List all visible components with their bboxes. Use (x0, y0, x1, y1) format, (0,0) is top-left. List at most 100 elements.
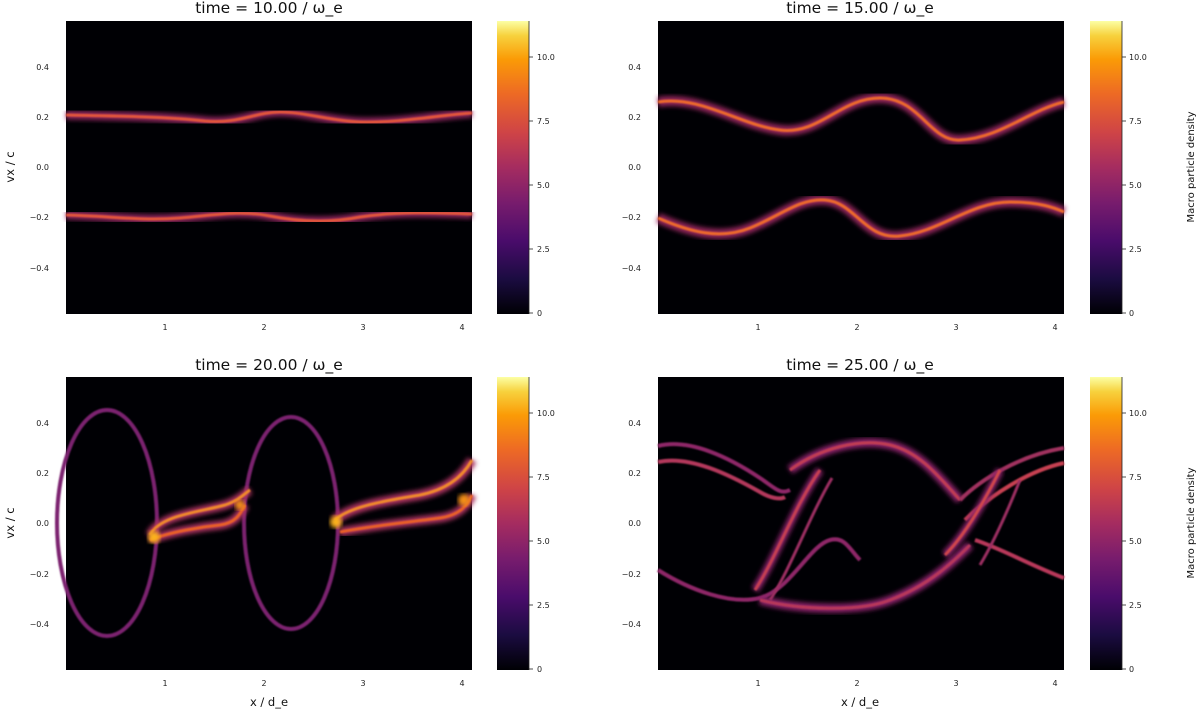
panel-1-ytick-4: −0.4 (30, 264, 49, 273)
panel-1-ytick-3: −0.2 (30, 213, 49, 222)
panel-4-xtick-3: 4 (1052, 679, 1057, 688)
panel-4-y-ticks: 0.4 0.2 0.0 −0.2 −0.4 (622, 419, 641, 629)
panel-1-xtick-1: 2 (261, 323, 266, 332)
panel-3-ytick-0: 0.4 (36, 419, 49, 428)
panel-4-x-ticks: 1 2 3 4 (755, 679, 1057, 688)
panel-3-colorbar: 10.0 7.5 5.0 2.5 0 (497, 377, 555, 674)
panel-4-ytick-4: −0.4 (622, 620, 641, 629)
panel-4-beam-lower-a (656, 537, 862, 602)
panel-2-cbtick-1: 7.5 (1129, 117, 1142, 126)
panel-4: time = 25.00 / ω_e 0.4 0.2 0.0 −0.2 − (622, 356, 1197, 709)
panel-3-x-ticks: 1 2 3 4 (162, 679, 464, 688)
panel-4-xtick-1: 2 (854, 679, 859, 688)
panel-3-cbtick-4: 0 (537, 665, 542, 674)
panel-1-colorbar-gradient (497, 21, 529, 314)
panel-2-ytick-0: 0.4 (628, 63, 641, 72)
panel-2-cbtick-4: 0 (1129, 309, 1134, 318)
panel-3-ytick-2: 0.0 (36, 519, 49, 528)
panel-2-ytick-1: 0.2 (628, 113, 641, 122)
panel-4-filament-3 (943, 469, 1002, 557)
panel-2-xtick-0: 1 (755, 323, 760, 332)
panel-3-cbtick-3: 2.5 (537, 601, 550, 610)
panel-2-beam-lower (657, 198, 1065, 238)
panel-3-y-ticks: 0.4 0.2 0.0 −0.2 −0.4 (30, 419, 49, 629)
panel-4-ytick-3: −0.2 (622, 570, 641, 579)
panel-4-beam-upper-a (657, 442, 791, 494)
panel-2-ytick-3: −0.2 (622, 213, 641, 222)
panel-1-plot-area (66, 21, 472, 314)
panel-2-cbtick-0: 10.0 (1129, 53, 1147, 62)
panel-2-colorbar-label: Macro particle density (1186, 111, 1197, 222)
panel-3-trapped-upper (148, 488, 251, 536)
panel-4-cbtick-1: 7.5 (1129, 473, 1142, 482)
panel-1-xtick-0: 1 (162, 323, 167, 332)
panel-1-cbtick-0: 10.0 (537, 53, 555, 62)
panel-3-ytick-1: 0.2 (36, 469, 49, 478)
panel-2-xtick-1: 2 (854, 323, 859, 332)
panel-3-ytick-4: −0.4 (30, 620, 49, 629)
panel-4-colorbar-label: Macro particle density (1186, 467, 1197, 578)
panel-2-colorbar: 10.0 7.5 5.0 2.5 0 (1090, 21, 1147, 318)
panel-4-filament-1 (753, 469, 822, 591)
panel-3: time = 20.00 / ω_e 0.4 0.2 0.0 −0.2 −0.4 (3, 356, 555, 709)
panel-1-cbtick-3: 2.5 (537, 245, 550, 254)
panel-1-xtick-2: 3 (360, 323, 365, 332)
panel-1-cbtick-1: 7.5 (537, 117, 550, 126)
panel-3-xlabel: x / d_e (250, 695, 288, 709)
panel-3-ylabel: vx / c (3, 507, 17, 538)
panel-2-ytick-4: −0.4 (622, 264, 641, 273)
panel-4-colorbar-gradient (1090, 377, 1122, 670)
panel-3-xtick-2: 3 (360, 679, 365, 688)
panel-4-xtick-0: 1 (755, 679, 760, 688)
panel-3-cbtick-2: 5.0 (537, 537, 550, 546)
panel-4-beam-right-upper (958, 446, 1065, 502)
panel-3-cbtick-0: 10.0 (537, 409, 555, 418)
panel-1-y-ticks: 0.4 0.2 0.0 −0.2 −0.4 (30, 63, 49, 273)
panel-4-cbtick-4: 0 (1129, 665, 1134, 674)
panel-1-ytick-0: 0.4 (36, 63, 49, 72)
panel-4-cbtick-2: 5.0 (1129, 537, 1142, 546)
panel-2-y-ticks: 0.4 0.2 0.0 −0.2 −0.4 (622, 63, 641, 273)
panel-3-hotspot-3 (330, 516, 342, 528)
panel-4-beams (656, 438, 1065, 613)
panel-4-plot-area (658, 377, 1064, 670)
panel-2-beam-upper (657, 96, 1065, 142)
panel-4-cbtick-0: 10.0 (1129, 409, 1147, 418)
panel-1-xtick-3: 4 (459, 323, 464, 332)
panel-1-colorbar: 10.0 7.5 5.0 2.5 0 (497, 21, 555, 318)
panel-4-filament-4 (978, 479, 1022, 566)
panel-2-xtick-2: 3 (953, 323, 958, 332)
panel-3-cbtick-1: 7.5 (537, 473, 550, 482)
panel-3-hotspot-2 (235, 500, 245, 510)
panel-3-xtick-0: 1 (162, 679, 167, 688)
panel-1-x-ticks: 1 2 3 4 (162, 323, 464, 332)
panel-4-beam-lower-right (974, 538, 1065, 580)
panel-4-beam-arc (789, 441, 962, 502)
panel-2-xtick-3: 4 (1052, 323, 1057, 332)
panel-2-x-ticks: 1 2 3 4 (755, 323, 1057, 332)
panel-3-hotspot-4 (458, 494, 470, 506)
panel-4-filament-2 (768, 477, 834, 601)
panel-2-cbtick-2: 5.0 (1129, 181, 1142, 190)
panel-1-beams (65, 107, 473, 226)
panel-4-beam-lower-arc (759, 543, 972, 610)
panel-1-cbtick-4: 0 (537, 309, 542, 318)
panel-4-ytick-0: 0.4 (628, 419, 641, 428)
panel-3-xtick-1: 2 (261, 679, 266, 688)
panel-1-ytick-2: 0.0 (36, 163, 49, 172)
panel-4-ytick-2: 0.0 (628, 519, 641, 528)
panel-3-trapped-lower (149, 504, 247, 542)
panel-1-ylabel: vx / c (3, 151, 17, 182)
panel-2-ytick-2: 0.0 (628, 163, 641, 172)
panel-1-ytick-1: 0.2 (36, 113, 49, 122)
panel-2-cbtick-3: 2.5 (1129, 245, 1142, 254)
panel-4-colorbar: 10.0 7.5 5.0 2.5 0 (1090, 377, 1147, 674)
panel-3-colorbar-gradient (497, 377, 529, 670)
panel-4-ytick-1: 0.2 (628, 469, 641, 478)
panel-2-plot-area (658, 21, 1064, 314)
panel-4-xlabel: x / d_e (841, 695, 879, 709)
panel-4-cbtick-3: 2.5 (1129, 601, 1142, 610)
panel-1-beam-lower (65, 211, 473, 223)
panel-3-xtick-3: 4 (459, 679, 464, 688)
